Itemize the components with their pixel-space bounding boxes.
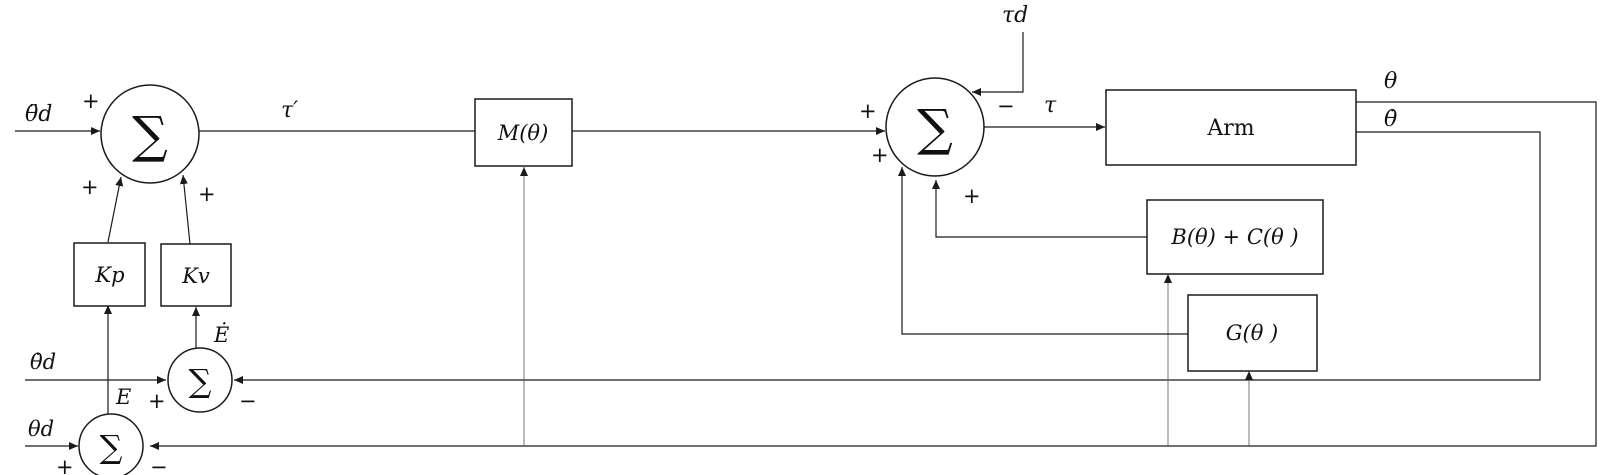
wire-theta-feedback: [150, 101, 1597, 450]
label-tau: τ: [1044, 93, 1057, 118]
sign-pos-plus: +: [56, 455, 74, 475]
kp-gain-block: Kp: [73, 242, 146, 307]
velocity-error-sum-junction: ∑: [167, 347, 233, 413]
kv-label: Kv: [181, 264, 210, 288]
arm-label: Arm: [1206, 116, 1254, 141]
gravity-label: G(θ ): [1226, 321, 1278, 345]
mass-matrix-label: M(θ): [497, 121, 549, 145]
wire-tau-d: [972, 32, 1024, 96]
label-tau-prime: τ′: [281, 98, 298, 123]
kv-gain-block: Kv: [160, 243, 232, 307]
sign-right-taud-minus: −: [997, 94, 1015, 118]
sign-main-input-plus: +: [82, 89, 100, 113]
mass-matrix-block: M(θ): [474, 98, 573, 167]
sign-right-m-plus: +: [859, 99, 877, 123]
arm-block: Arm: [1105, 89, 1357, 166]
sign-vel-minus: −: [239, 389, 257, 413]
sign-vel-plus: +: [148, 389, 166, 413]
kp-label: Kp: [94, 263, 124, 287]
right-sum-junction: ∑: [885, 77, 985, 177]
label-theta-dd-d: θ̈d: [25, 102, 52, 127]
label-theta-d: θd: [28, 417, 54, 441]
label-theta-output: θ: [1384, 69, 1397, 94]
label-theta-d-d: θ̇d: [30, 350, 56, 374]
coriolis-label: B(θ) + C(θ ): [1170, 225, 1298, 249]
wire-kp-to-sum: [107, 176, 124, 243]
sign-pos-minus: −: [150, 455, 168, 475]
label-e-dot: Ė: [213, 323, 229, 347]
coriolis-block: B(θ) + C(θ ): [1146, 199, 1324, 275]
main-sum-symbol: ∑: [132, 106, 168, 164]
right-sum-symbol: ∑: [917, 99, 953, 157]
wire-g-to-sum: [898, 167, 1188, 335]
velocity-error-sum-symbol: ∑: [189, 362, 212, 400]
wire-theta-dot-feedback: [234, 131, 1541, 384]
label-theta-dot-output: θ̇: [1384, 107, 1397, 132]
wire-bc-to-sum: [932, 180, 1147, 238]
label-tau-d: τd: [1002, 3, 1028, 28]
position-error-sum-junction: ∑: [78, 413, 144, 475]
main-sum-junction: ∑: [100, 84, 200, 184]
gravity-block: G(θ ): [1187, 294, 1318, 372]
wire-kv-to-sum: [179, 174, 191, 245]
sign-right-g-plus: +: [871, 143, 889, 167]
sign-right-bc-plus: +: [963, 184, 981, 208]
sign-main-kv-plus: +: [198, 182, 216, 206]
label-e: E: [115, 385, 131, 409]
sign-main-kp-plus: +: [81, 175, 99, 199]
position-error-sum-symbol: ∑: [100, 428, 123, 466]
